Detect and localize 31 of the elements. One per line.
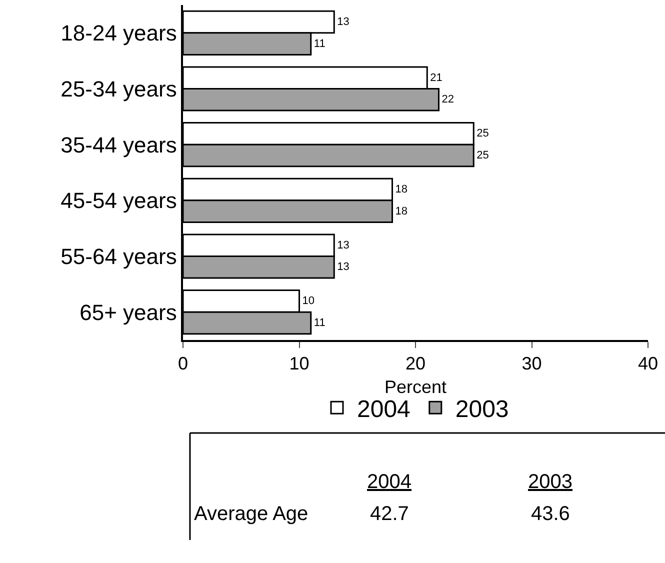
y-tick-label: 65+ years [80,300,177,325]
x-axis-title: Percent [384,376,447,397]
text: 2003 [528,471,572,493]
text: 42.7 [370,503,409,525]
data-label: 13 [337,239,350,252]
text: 2004 [367,471,412,493]
data-label: 13 [337,261,350,274]
text: 43.6 [531,503,570,525]
x-tick-label: 30 [522,353,542,374]
y-tick-label: 45-54 years [60,188,177,214]
y-tick-label: 55-64 years [60,244,177,269]
data-label: 25 [476,149,489,162]
x-tick-label: 0 [178,353,188,374]
data-label: 18 [395,184,408,196]
data-label: 10 [302,295,314,308]
data-label: 25 [476,128,489,140]
y-tick-label: 25-34 years [60,76,177,102]
text: Average Age [194,503,308,525]
legend-label: 2003 [455,396,509,423]
x-tick-label: 20 [405,353,426,374]
data-label: 21 [430,72,442,84]
x-tick-label: 10 [289,353,310,374]
legend-label: 2004 [357,396,410,423]
y-tick-label: 35-44 years [60,132,177,158]
data-label: 11 [314,38,326,50]
x-tick-label: 40 [638,353,658,374]
data-label: 11 [314,316,326,329]
y-tick-label: 18-24 years [60,20,177,46]
data-label: 18 [395,205,408,218]
data-label: 13 [337,16,350,28]
data-label: 22 [442,94,454,106]
